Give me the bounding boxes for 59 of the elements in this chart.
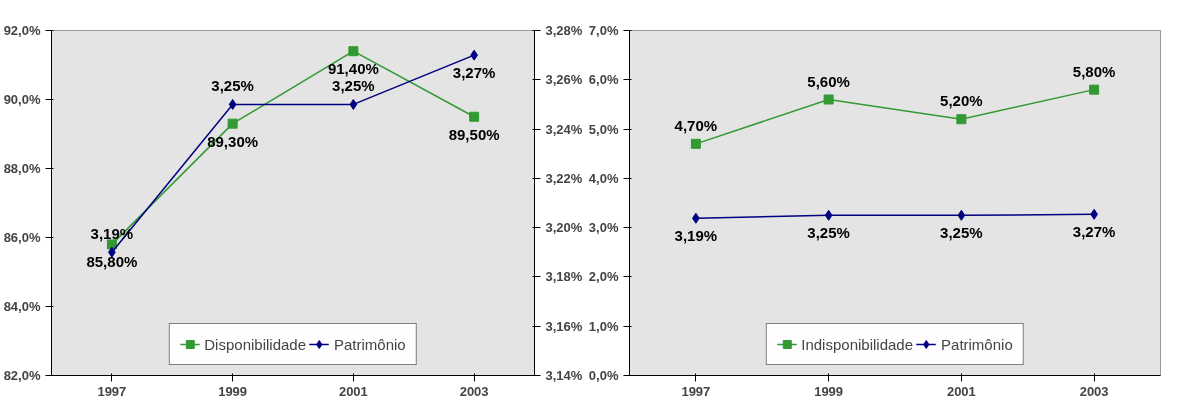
y-tick-label: 1,0% <box>588 318 619 334</box>
point <box>823 94 834 105</box>
x-tick-label: 1997 <box>681 383 711 399</box>
data-label: 3,25% <box>211 77 254 95</box>
y-tick-label: 92,0% <box>3 23 41 38</box>
x-tick-label: 2003 <box>1079 383 1109 399</box>
x-tick-label: 2001 <box>338 383 368 399</box>
legend-label: Patrimônio <box>941 335 1013 353</box>
y2-tick-label: 3,22% <box>545 170 583 186</box>
point <box>469 111 480 122</box>
data-label: 3,27% <box>1072 223 1116 241</box>
y2-tick-label: 3,14% <box>545 368 583 383</box>
data-label: 85,80% <box>86 253 138 271</box>
legend-label: Indisponibilidade <box>801 335 914 353</box>
y-tick-label: 88,0% <box>3 161 41 176</box>
y-tick-label: 5,0% <box>588 121 619 137</box>
data-label: 3,25% <box>940 224 983 242</box>
y-tick-label: 84,0% <box>3 299 41 314</box>
y-tick-label: 82,0% <box>3 368 41 383</box>
legend-label: Disponibilidade <box>204 335 307 353</box>
point <box>228 98 237 110</box>
point <box>349 98 358 110</box>
point <box>956 114 967 125</box>
y2-tick-label: 3,28% <box>545 23 583 38</box>
y2-tick-label: 3,20% <box>545 220 583 236</box>
point <box>957 209 966 221</box>
y-tick-label: 90,0% <box>3 92 41 107</box>
y2-tick-label: 3,16% <box>545 318 583 334</box>
data-label: 3,25% <box>807 224 850 242</box>
data-label: 89,50% <box>448 125 500 143</box>
y-tick-label: 3,0% <box>588 220 619 236</box>
legend-label: Patrimônio <box>334 335 406 353</box>
y-tick-label: 2,0% <box>588 269 619 285</box>
data-label: 5,20% <box>940 92 983 110</box>
x-tick-label: 2003 <box>459 383 489 399</box>
data-label: 3,19% <box>674 227 718 245</box>
point <box>1089 84 1100 95</box>
y-tick-label: 86,0% <box>3 230 41 245</box>
point <box>348 46 359 57</box>
point <box>227 118 238 129</box>
x-tick-label: 1997 <box>97 383 127 399</box>
y-tick-label: 7,0% <box>588 23 619 38</box>
data-label: 4,70% <box>674 116 718 134</box>
point <box>824 209 833 221</box>
data-label: 91,40% <box>327 60 379 78</box>
x-tick-label: 1999 <box>814 383 844 399</box>
point <box>690 138 701 149</box>
y-tick-label: 6,0% <box>588 72 619 88</box>
data-label: 5,80% <box>1072 62 1116 80</box>
y2-tick-label: 3,24% <box>545 121 583 137</box>
y2-tick-label: 3,18% <box>545 269 583 285</box>
y-tick-label: 0,0% <box>588 368 619 383</box>
data-label: 3,25% <box>332 77 375 95</box>
x-tick-label: 1999 <box>218 383 248 399</box>
data-label: 5,60% <box>807 72 850 90</box>
x-tick-label: 2001 <box>946 383 976 399</box>
y-tick-label: 4,0% <box>588 170 619 186</box>
data-label: 3,27% <box>452 64 496 82</box>
y2-tick-label: 3,26% <box>545 72 583 88</box>
